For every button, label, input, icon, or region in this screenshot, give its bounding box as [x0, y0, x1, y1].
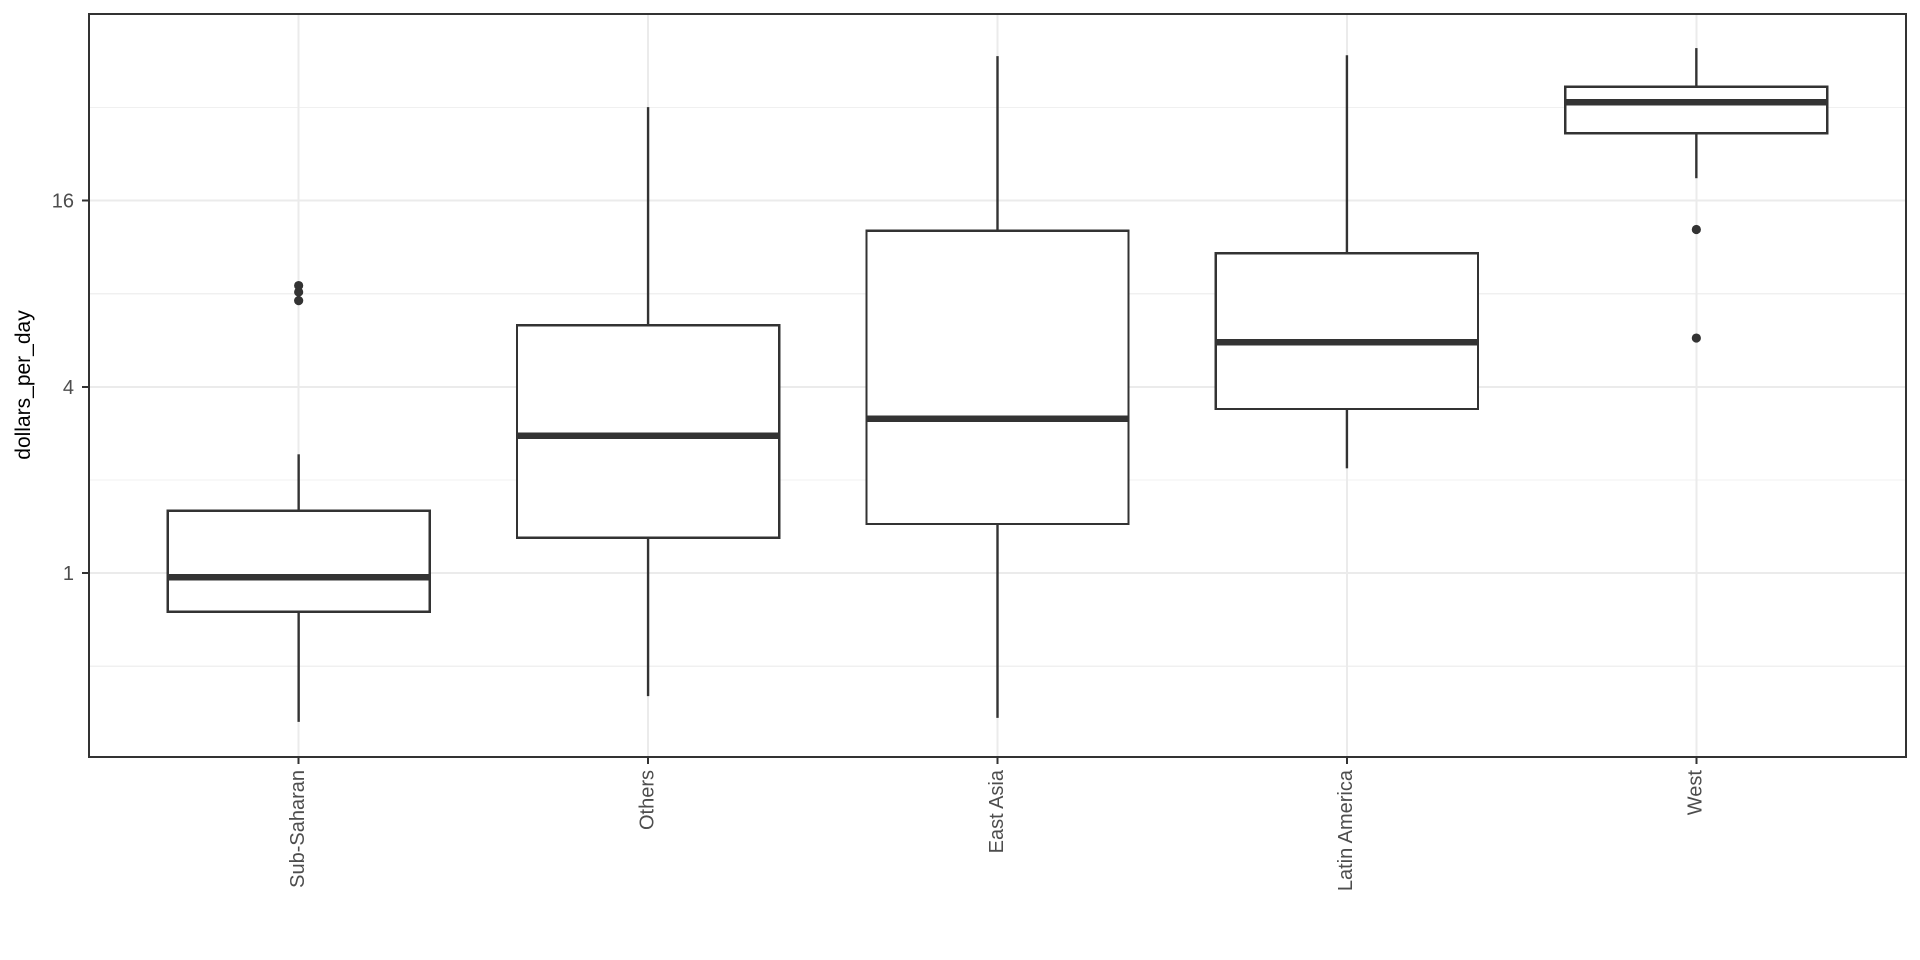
x-tick-label: Others [636, 770, 658, 830]
x-tick-label: Sub-Saharan [287, 770, 309, 888]
boxplot-box [515, 323, 781, 539]
y-tick-label: 1 [63, 563, 74, 585]
boxplot-box [166, 509, 431, 613]
boxplot-box [1564, 85, 1829, 135]
boxplot-group [865, 56, 1130, 718]
boxplot-group [1564, 48, 1829, 343]
outlier-point [294, 280, 304, 291]
x-tick-label: Latin America [1335, 769, 1357, 891]
outlier-point [294, 287, 304, 297]
outlier-point [1691, 333, 1701, 343]
boxplot-group [166, 280, 431, 722]
y-axis-title: dollars_per_day [12, 310, 35, 460]
boxplots-layer [166, 48, 1829, 722]
boxplot-box [1214, 252, 1480, 411]
x-tick-label: East Asia [986, 769, 1008, 853]
y-tick-label: 16 [52, 191, 74, 213]
x-tick-label: West [1685, 770, 1707, 816]
boxplot-group [515, 107, 781, 697]
outlier-point [1691, 224, 1701, 235]
outlier-point [294, 295, 304, 306]
axes-layer: 16 4 1 Sub-Saharan Others East Asia Latin Amer… [52, 191, 1707, 892]
boxplot-box [865, 229, 1130, 526]
boxplot-group [1214, 55, 1480, 469]
y-tick-label: 4 [63, 377, 74, 399]
